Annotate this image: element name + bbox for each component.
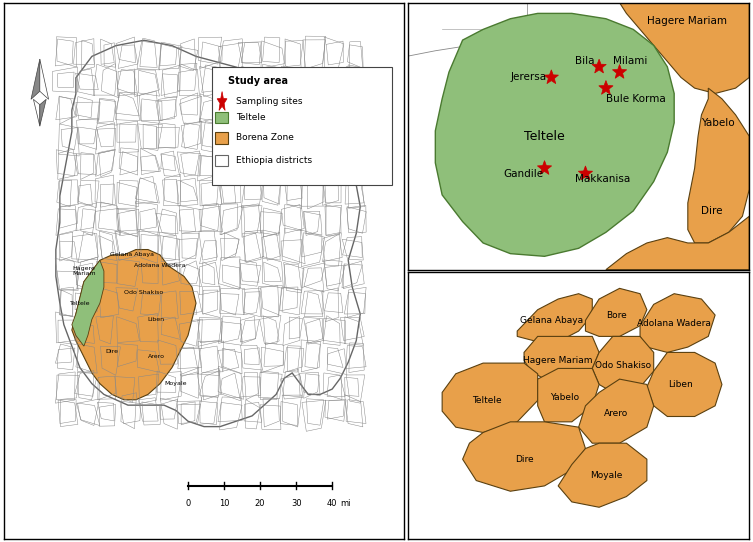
- Polygon shape: [31, 59, 40, 99]
- Polygon shape: [538, 160, 552, 175]
- Text: Arero: Arero: [148, 354, 164, 359]
- Polygon shape: [558, 443, 647, 507]
- Text: 0: 0: [185, 499, 191, 508]
- Polygon shape: [538, 369, 599, 422]
- Text: Bule Korma: Bule Korma: [606, 94, 666, 104]
- Text: Arero: Arero: [604, 409, 628, 418]
- Polygon shape: [592, 59, 606, 73]
- Text: Study area: Study area: [228, 75, 288, 86]
- Text: Odo Shakiso: Odo Shakiso: [595, 362, 651, 370]
- Polygon shape: [33, 99, 40, 126]
- Text: 20: 20: [255, 499, 265, 508]
- Text: Hagere Mariam: Hagere Mariam: [523, 356, 593, 365]
- Polygon shape: [40, 99, 46, 126]
- Polygon shape: [578, 166, 593, 180]
- Text: Yabelo: Yabelo: [550, 393, 580, 402]
- Text: Yabelo: Yabelo: [702, 118, 735, 128]
- Polygon shape: [578, 379, 654, 443]
- Polygon shape: [72, 260, 104, 346]
- Text: Gelana Abaya: Gelana Abaya: [520, 316, 583, 325]
- Text: Ethiopia districts: Ethiopia districts: [236, 156, 312, 165]
- Bar: [215, 154, 228, 166]
- Text: Adolana Wadera: Adolana Wadera: [637, 319, 711, 327]
- Polygon shape: [687, 88, 749, 243]
- Polygon shape: [408, 3, 527, 56]
- Text: Dire: Dire: [515, 455, 533, 464]
- Text: Sampling sites: Sampling sites: [236, 98, 303, 106]
- Text: Teltele: Teltele: [524, 130, 565, 143]
- Polygon shape: [599, 81, 613, 94]
- Polygon shape: [517, 294, 593, 342]
- Text: Jerersa: Jerersa: [511, 73, 547, 82]
- Text: Odo Shakiso: Odo Shakiso: [124, 290, 163, 295]
- Polygon shape: [462, 422, 585, 491]
- Text: Teltele: Teltele: [69, 301, 90, 306]
- Text: Makkanisa: Makkanisa: [575, 174, 630, 184]
- Polygon shape: [217, 92, 227, 111]
- Text: Gelana Abaya: Gelana Abaya: [110, 253, 154, 257]
- Polygon shape: [620, 3, 749, 93]
- Text: Moyale: Moyale: [165, 381, 187, 386]
- Bar: [215, 112, 228, 124]
- Text: 10: 10: [219, 499, 230, 508]
- Text: Teltele: Teltele: [236, 113, 266, 122]
- Text: Dire: Dire: [702, 206, 723, 216]
- Text: 30: 30: [291, 499, 301, 508]
- Text: Bila: Bila: [575, 56, 595, 67]
- Text: Adolana Wadera: Adolana Wadera: [134, 263, 186, 268]
- Text: Hagere Mariam: Hagere Mariam: [647, 16, 727, 27]
- Text: Milami: Milami: [613, 56, 647, 67]
- Polygon shape: [593, 337, 654, 392]
- Polygon shape: [524, 337, 599, 379]
- Polygon shape: [435, 14, 674, 256]
- Text: Teltele: Teltele: [471, 396, 501, 405]
- Text: 40: 40: [327, 499, 337, 508]
- Text: Dire: Dire: [105, 349, 118, 354]
- Polygon shape: [56, 40, 360, 427]
- Polygon shape: [544, 70, 559, 83]
- Text: mi: mi: [340, 499, 351, 508]
- Text: Hagere
Mariam: Hagere Mariam: [72, 266, 96, 276]
- Text: Bore: Bore: [605, 311, 626, 320]
- Bar: [215, 132, 228, 144]
- Text: Borena Zone: Borena Zone: [236, 133, 294, 143]
- Polygon shape: [442, 363, 538, 433]
- Polygon shape: [40, 59, 49, 99]
- Polygon shape: [606, 216, 749, 270]
- FancyBboxPatch shape: [212, 67, 392, 185]
- Text: Gandile: Gandile: [504, 169, 544, 178]
- Text: Moyale: Moyale: [590, 470, 622, 480]
- Text: Liben: Liben: [669, 380, 694, 389]
- Text: Liben: Liben: [148, 317, 165, 322]
- Polygon shape: [612, 64, 626, 78]
- Polygon shape: [640, 294, 715, 352]
- Polygon shape: [585, 288, 647, 337]
- Polygon shape: [72, 249, 196, 400]
- Polygon shape: [647, 352, 722, 416]
